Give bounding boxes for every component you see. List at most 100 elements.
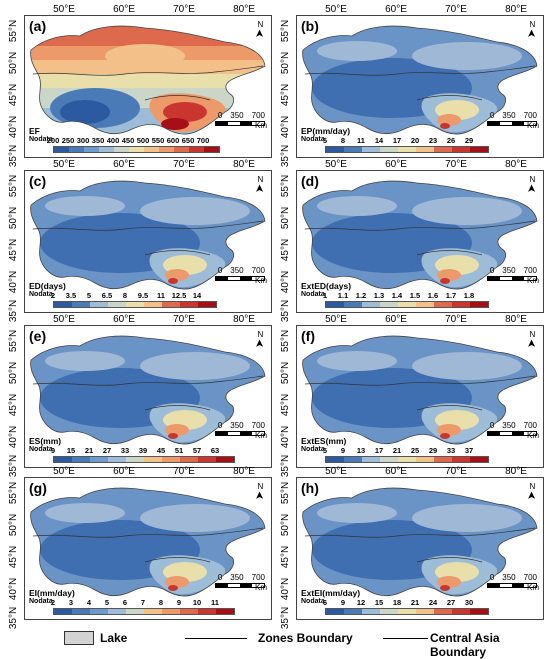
map-panel-h: 50°E 60°E 70°E 80°E 55°N 50°N 45°N 40°N 35°N (h) N…: [280, 466, 546, 629]
x-tick-label: 50°E: [53, 4, 75, 15]
zones-boundary: [304, 527, 536, 538]
legend-tick-label: 57: [192, 446, 202, 455]
panel-label: (h): [301, 480, 319, 496]
x-tick-label: 70°E: [445, 4, 467, 15]
legend-tick-label: 400: [106, 136, 120, 145]
legend-tick-label: 12: [356, 598, 366, 607]
x-tick-label: 50°E: [325, 314, 347, 325]
nodata-label: Nodata: [301, 291, 325, 298]
y-tick-label: 55°N: [280, 19, 291, 43]
x-tick-label: 60°E: [113, 159, 135, 170]
legend-tick-label: 1.5: [409, 291, 421, 300]
map-frame: (h) N ➤ 0 350 700 Km ExtEI(mm/day) Nodata 6 9 12 15 1…: [296, 477, 544, 620]
central-asia-boundary: [302, 180, 538, 290]
nodata-label: Nodata: [29, 446, 53, 453]
legend-color-bar: [53, 456, 235, 463]
central-asia-boundary: [30, 180, 266, 290]
variable-title: ExtEI(mm/day): [301, 588, 361, 598]
map-c: [30, 180, 266, 290]
color-legend: Nodata 6 9 12 15 18 21 24 27 30: [301, 598, 501, 616]
legend-tick-label: 1.8: [463, 291, 475, 300]
y-tick-label: 45°N: [280, 393, 291, 417]
map-frame: (c) N ➤ 0 350 700 Km ED(days) Nodata 2 3.5 5 6.5 8 9.5…: [24, 170, 272, 313]
map-g: [30, 487, 266, 597]
legend-tick-label: 37: [464, 446, 474, 455]
zones-boundary: [416, 250, 483, 256]
legend-tick-label: 24: [428, 598, 438, 607]
x-tick-label: 80°E: [233, 4, 255, 15]
y-tick-label: 40°N: [8, 270, 19, 294]
legend-tick-label: 26: [446, 136, 456, 145]
legend-tick-label: 33: [120, 446, 130, 455]
color-legend: Nodata 9 15 21 27 33 39 45 51 57 63: [29, 446, 235, 464]
legend-tick-label: 9: [176, 598, 182, 607]
variable-title: ExtED(days): [301, 281, 352, 291]
zones-boundary: [304, 65, 536, 76]
legend-tick-label: 8: [158, 598, 164, 607]
map-frame: (f) N ➤ 0 350 700 Km ExtES(mm) Nodata 5 9 13 17 21 25 2…: [296, 325, 544, 468]
x-tick-label: 80°E: [233, 314, 255, 325]
nodata-label: Nodata: [29, 291, 53, 298]
map-panel-a: 50°E 60°E 70°E 80°E 55°N 50°N 45°N 40°N 35°N (a) N…: [8, 4, 274, 167]
central-asia-boundary: [30, 335, 266, 445]
zones-boundary: [144, 250, 211, 256]
legend-tick-label: 2: [50, 598, 56, 607]
y-tick-label: 45°N: [8, 83, 19, 107]
x-tick-label: 50°E: [325, 159, 347, 170]
legend-tick-label: 700: [196, 136, 210, 145]
nodata-label: Nodata: [301, 136, 325, 143]
zones-boundary: [32, 375, 264, 386]
zones-boundary-line: [185, 638, 247, 639]
legend-color-bar: [53, 608, 235, 615]
panel-label: (c): [29, 173, 47, 189]
north-arrow-icon: N ➤: [525, 482, 538, 501]
legend-tick-label: 5: [86, 291, 92, 300]
legend-tick-label: 11: [157, 291, 165, 300]
panel-label: (f): [301, 328, 315, 344]
zones-boundary: [304, 375, 536, 386]
y-tick-label: 50°N: [280, 361, 291, 385]
color-legend: Nodata 1 1.1 1.2 1.3 1.4 1.5 1.6 1.7 1.8: [301, 291, 501, 309]
legend-tick-label: 200: [46, 136, 60, 145]
y-tick-label: 40°N: [280, 270, 291, 294]
map-panel-c: 50°E 60°E 70°E 80°E 55°N 50°N 45°N 40°N 35°N (c) N…: [8, 159, 274, 322]
scale-bar: 0 350 700 Km: [215, 111, 267, 130]
x-tick-label: 80°E: [505, 314, 527, 325]
legend-tick-label: 17: [392, 136, 402, 145]
map-frame: (a) N ➤ 0 350 700 Km EF Nodata 200 250 300 350 400 450…: [24, 15, 272, 158]
y-tick-label: 35°N: [8, 606, 19, 630]
zones-boundary: [416, 557, 483, 563]
x-tick-label: 80°E: [233, 159, 255, 170]
y-tick-label: 40°N: [8, 577, 19, 601]
zones-boundary: [32, 220, 264, 231]
panel-label: (a): [29, 18, 47, 34]
panel-label: (e): [29, 328, 47, 344]
map-b: [302, 25, 538, 135]
legend-tick-label: 21: [392, 446, 402, 455]
x-tick-label: 80°E: [505, 466, 527, 477]
legend-tick-label: 45: [156, 446, 166, 455]
legend-tick-label: 5: [322, 136, 328, 145]
legend-tick-label: 21: [84, 446, 94, 455]
map-f: [302, 335, 538, 445]
legend-tick-label: 18: [392, 598, 402, 607]
x-tick-label: 60°E: [385, 314, 407, 325]
map-a: [30, 25, 266, 135]
x-tick-label: 50°E: [325, 4, 347, 15]
y-tick-label: 45°N: [280, 545, 291, 569]
legend-tick-label: 550: [151, 136, 165, 145]
y-tick-label: 40°N: [280, 577, 291, 601]
y-tick-label: 55°N: [8, 481, 19, 505]
x-tick-label: 70°E: [445, 314, 467, 325]
map-panel-d: 50°E 60°E 70°E 80°E 55°N 50°N 45°N 40°N 35°N (d) N…: [280, 159, 546, 322]
legend-tick-label: 2: [50, 291, 56, 300]
legend-tick-label: 450: [121, 136, 135, 145]
zones-boundary: [32, 527, 264, 538]
map-h: [302, 487, 538, 597]
legend-tick-label: 8: [340, 136, 346, 145]
x-tick-label: 50°E: [53, 314, 75, 325]
north-arrow-icon: N ➤: [253, 482, 266, 501]
lake-swatch: [64, 631, 94, 645]
legend-tick-label: 6: [122, 598, 128, 607]
x-tick-label: 70°E: [173, 466, 195, 477]
